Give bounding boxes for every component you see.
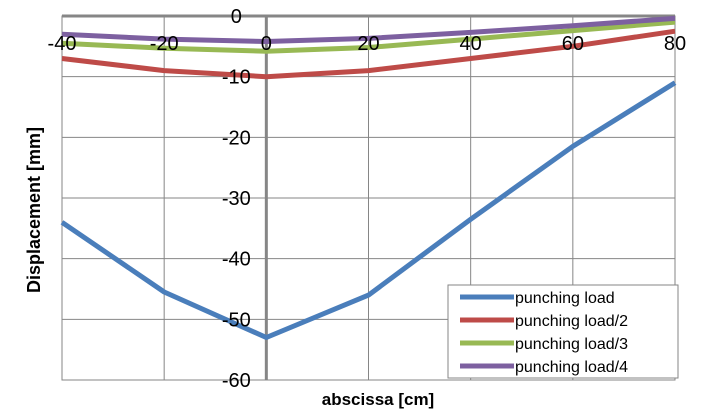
series-line-4 [61,15,676,44]
legend-label-3: punching load/3 [515,336,628,353]
x-tick-label: -20 [150,33,179,55]
legend: punching load punching load/2 punching loa… [447,284,679,379]
y-tick-label: 0 [231,6,242,28]
x-tick-label: -40 [48,33,77,55]
legend-label-1: punching load [515,290,615,307]
legend-label-2: punching load/2 [515,313,628,330]
y-axis-title: Displacement [mm] [24,127,44,293]
x-tick-label: 60 [562,33,584,55]
data-series [60,15,677,340]
series-line-3 [61,19,676,54]
x-tick-label: 80 [664,33,686,55]
y-tick-labels: 0 -10 -20 -30 -40 -50 -60 [222,6,251,392]
series-line-2 [61,28,676,80]
y-tick-label: -40 [222,249,251,271]
y-tick-label: -30 [222,188,251,210]
y-tick-label: -10 [222,67,251,89]
x-tick-label: 40 [460,33,482,55]
x-axis-title: abscissa [cm] [322,390,434,409]
x-tick-labels: -40 -20 0 20 40 60 80 [48,33,687,55]
legend-box [447,284,679,379]
y-tick-label: -50 [222,309,251,331]
y-tick-label: -20 [222,127,251,149]
legend-label-4: punching load/4 [515,359,628,376]
y-tick-label: -60 [222,370,251,392]
x-tick-label: 0 [261,33,272,55]
x-tick-label: 20 [357,33,379,55]
series-line-1 [60,80,677,340]
